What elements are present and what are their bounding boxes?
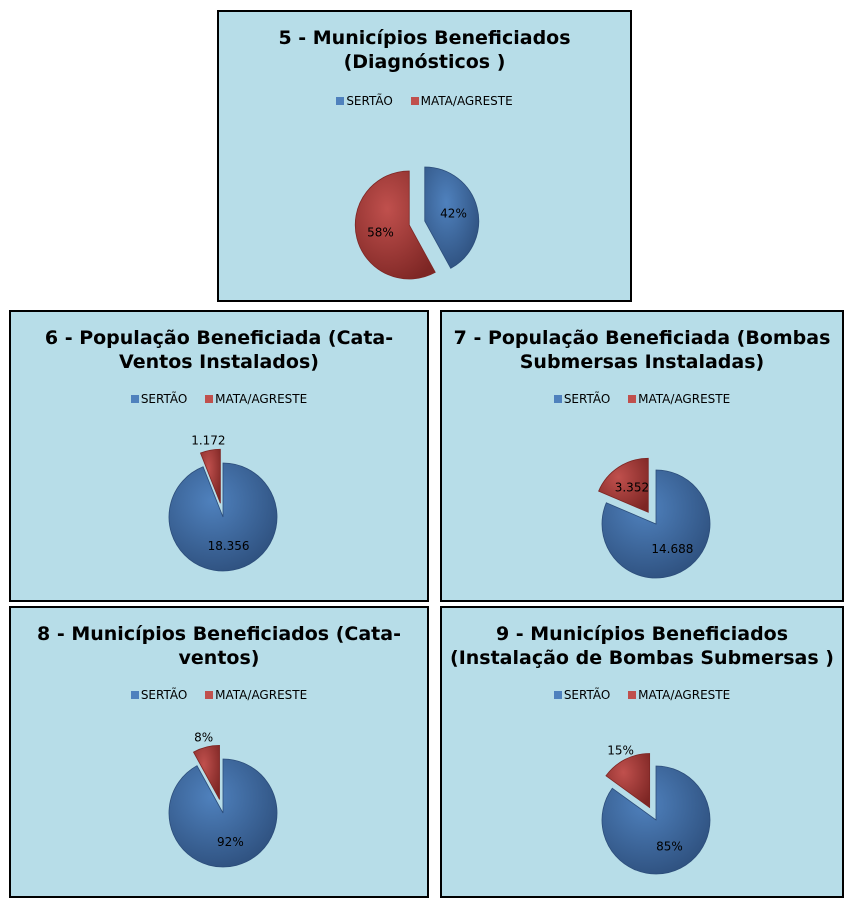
legend-item-mata-agreste: MATA/AGRESTE bbox=[628, 688, 730, 702]
data-label-mata-agreste: 3.352 bbox=[615, 481, 649, 495]
chart-title-line2: Submersas Instaladas) bbox=[519, 351, 765, 373]
data-label-sertao: 92% bbox=[217, 835, 244, 849]
pie-chart: 92% 8% bbox=[168, 730, 278, 868]
pie-slice-mata-agreste bbox=[199, 448, 221, 504]
legend-item-mata-agreste: MATA/AGRESTE bbox=[205, 392, 307, 406]
legend-swatch-mata-agreste bbox=[205, 691, 214, 699]
pie-chart: 85% 15% bbox=[601, 744, 711, 875]
chart-title: 6 - População Beneficiada (Cata- Ventos … bbox=[11, 326, 427, 374]
legend-swatch-sertao bbox=[553, 691, 562, 699]
legend-swatch-sertao bbox=[336, 97, 345, 105]
data-label-mata-agreste: 8% bbox=[194, 730, 213, 744]
chart-legend: SERTÃO MATA/AGRESTE bbox=[442, 688, 842, 702]
pie-slice-mata-agreste bbox=[192, 745, 220, 800]
pie-slice-sertao bbox=[601, 469, 711, 579]
data-label-mata-agreste: 58% bbox=[367, 225, 394, 239]
chart-legend: SERTÃO MATA/AGRESTE bbox=[11, 392, 427, 406]
legend-swatch-mata-agreste bbox=[628, 395, 637, 403]
legend-label-mata-agreste: MATA/AGRESTE bbox=[215, 688, 308, 702]
chart-panel-8: 8 - Municípios Beneficiados (Cata- vento… bbox=[9, 606, 429, 898]
legend-label-mata-agreste: MATA/AGRESTE bbox=[215, 392, 308, 406]
pie-chart: 14.688 3.352 bbox=[598, 457, 711, 579]
chart-panel-7: 7 - População Beneficiada (Bombas Submer… bbox=[440, 310, 844, 602]
legend-item-sertao: SERTÃO bbox=[336, 94, 393, 108]
chart-panel-6: 6 - População Beneficiada (Cata- Ventos … bbox=[9, 310, 429, 602]
chart-title: 7 - População Beneficiada (Bombas Submer… bbox=[442, 326, 842, 374]
legend-swatch-mata-agreste bbox=[628, 691, 637, 699]
legend-item-sertao: SERTÃO bbox=[553, 392, 611, 406]
pie-slice-sertao bbox=[168, 758, 278, 868]
legend-label-mata-agreste: MATA/AGRESTE bbox=[420, 94, 513, 108]
legend-item-mata-agreste: MATA/AGRESTE bbox=[628, 392, 730, 406]
chart-title: 5 - Municípios Beneficiados (Diagnóstico… bbox=[219, 26, 630, 74]
chart-title: 8 - Municípios Beneficiados (Cata- vento… bbox=[11, 622, 427, 670]
legend-label-sertao: SERTÃO bbox=[563, 688, 611, 702]
legend-label-sertao: SERTÃO bbox=[140, 688, 188, 702]
chart-title-line1: 8 - Municípios Beneficiados (Cata- bbox=[37, 623, 401, 645]
legend-label-sertao: SERTÃO bbox=[563, 392, 611, 406]
pie-slice-sertao bbox=[424, 166, 480, 269]
chart-panel-9: 9 - Municípios Beneficiados (Instalação … bbox=[440, 606, 844, 898]
pie-slice-mata-agreste bbox=[598, 457, 649, 513]
legend-swatch-mata-agreste bbox=[410, 97, 419, 105]
legend-swatch-sertao bbox=[130, 691, 139, 699]
legend-item-sertao: SERTÃO bbox=[553, 688, 611, 702]
legend-item-mata-agreste: MATA/AGRESTE bbox=[205, 688, 307, 702]
chart-title-line2: (Diagnósticos ) bbox=[343, 51, 506, 73]
chart-title-line2: (Instalação de Bombas Submersas ) bbox=[450, 647, 834, 669]
chart-title: 9 - Municípios Beneficiados (Instalação … bbox=[442, 622, 842, 670]
data-label-mata-agreste: 1.172 bbox=[191, 433, 225, 447]
chart-title-line2: Ventos Instalados) bbox=[119, 351, 319, 373]
legend-item-sertao: SERTÃO bbox=[130, 688, 188, 702]
pie-slice-mata-agreste bbox=[354, 170, 436, 280]
pie-slice-sertao bbox=[601, 765, 711, 875]
data-label-sertao: 85% bbox=[656, 839, 683, 853]
legend-label-mata-agreste: MATA/AGRESTE bbox=[638, 688, 731, 702]
legend-swatch-mata-agreste bbox=[205, 395, 214, 403]
chart-legend: SERTÃO MATA/AGRESTE bbox=[219, 94, 630, 108]
data-label-sertao: 42% bbox=[440, 207, 467, 221]
legend-label-mata-agreste: MATA/AGRESTE bbox=[638, 392, 731, 406]
legend-label-sertao: SERTÃO bbox=[346, 94, 393, 108]
chart-title-line1: 6 - População Beneficiada (Cata- bbox=[44, 327, 394, 349]
legend-swatch-sertao bbox=[130, 395, 139, 403]
data-label-sertao: 14.688 bbox=[651, 542, 693, 556]
chart-legend: SERTÃO MATA/AGRESTE bbox=[11, 688, 427, 702]
pie-chart: 18.356 1.172 bbox=[168, 433, 278, 572]
pie-slice-mata-agreste bbox=[605, 753, 651, 809]
chart-title-line2: ventos) bbox=[178, 647, 260, 669]
legend-label-sertao: SERTÃO bbox=[140, 392, 188, 406]
chart-title-line1: 5 - Municípios Beneficiados bbox=[278, 27, 571, 49]
data-label-mata-agreste: 15% bbox=[607, 744, 634, 758]
legend-item-mata-agreste: MATA/AGRESTE bbox=[410, 94, 513, 108]
chart-panel-5: 5 - Municípios Beneficiados (Diagnóstico… bbox=[217, 10, 632, 302]
chart-title-line1: 7 - População Beneficiada (Bombas bbox=[453, 327, 831, 349]
pie-slice-sertao bbox=[168, 462, 278, 572]
chart-legend: SERTÃO MATA/AGRESTE bbox=[442, 392, 842, 406]
data-label-sertao: 18.356 bbox=[208, 539, 250, 553]
pie-chart: 42% 58% bbox=[354, 166, 480, 280]
legend-swatch-sertao bbox=[553, 395, 562, 403]
chart-title-line1: 9 - Municípios Beneficiados bbox=[495, 623, 789, 645]
legend-item-sertao: SERTÃO bbox=[130, 392, 188, 406]
